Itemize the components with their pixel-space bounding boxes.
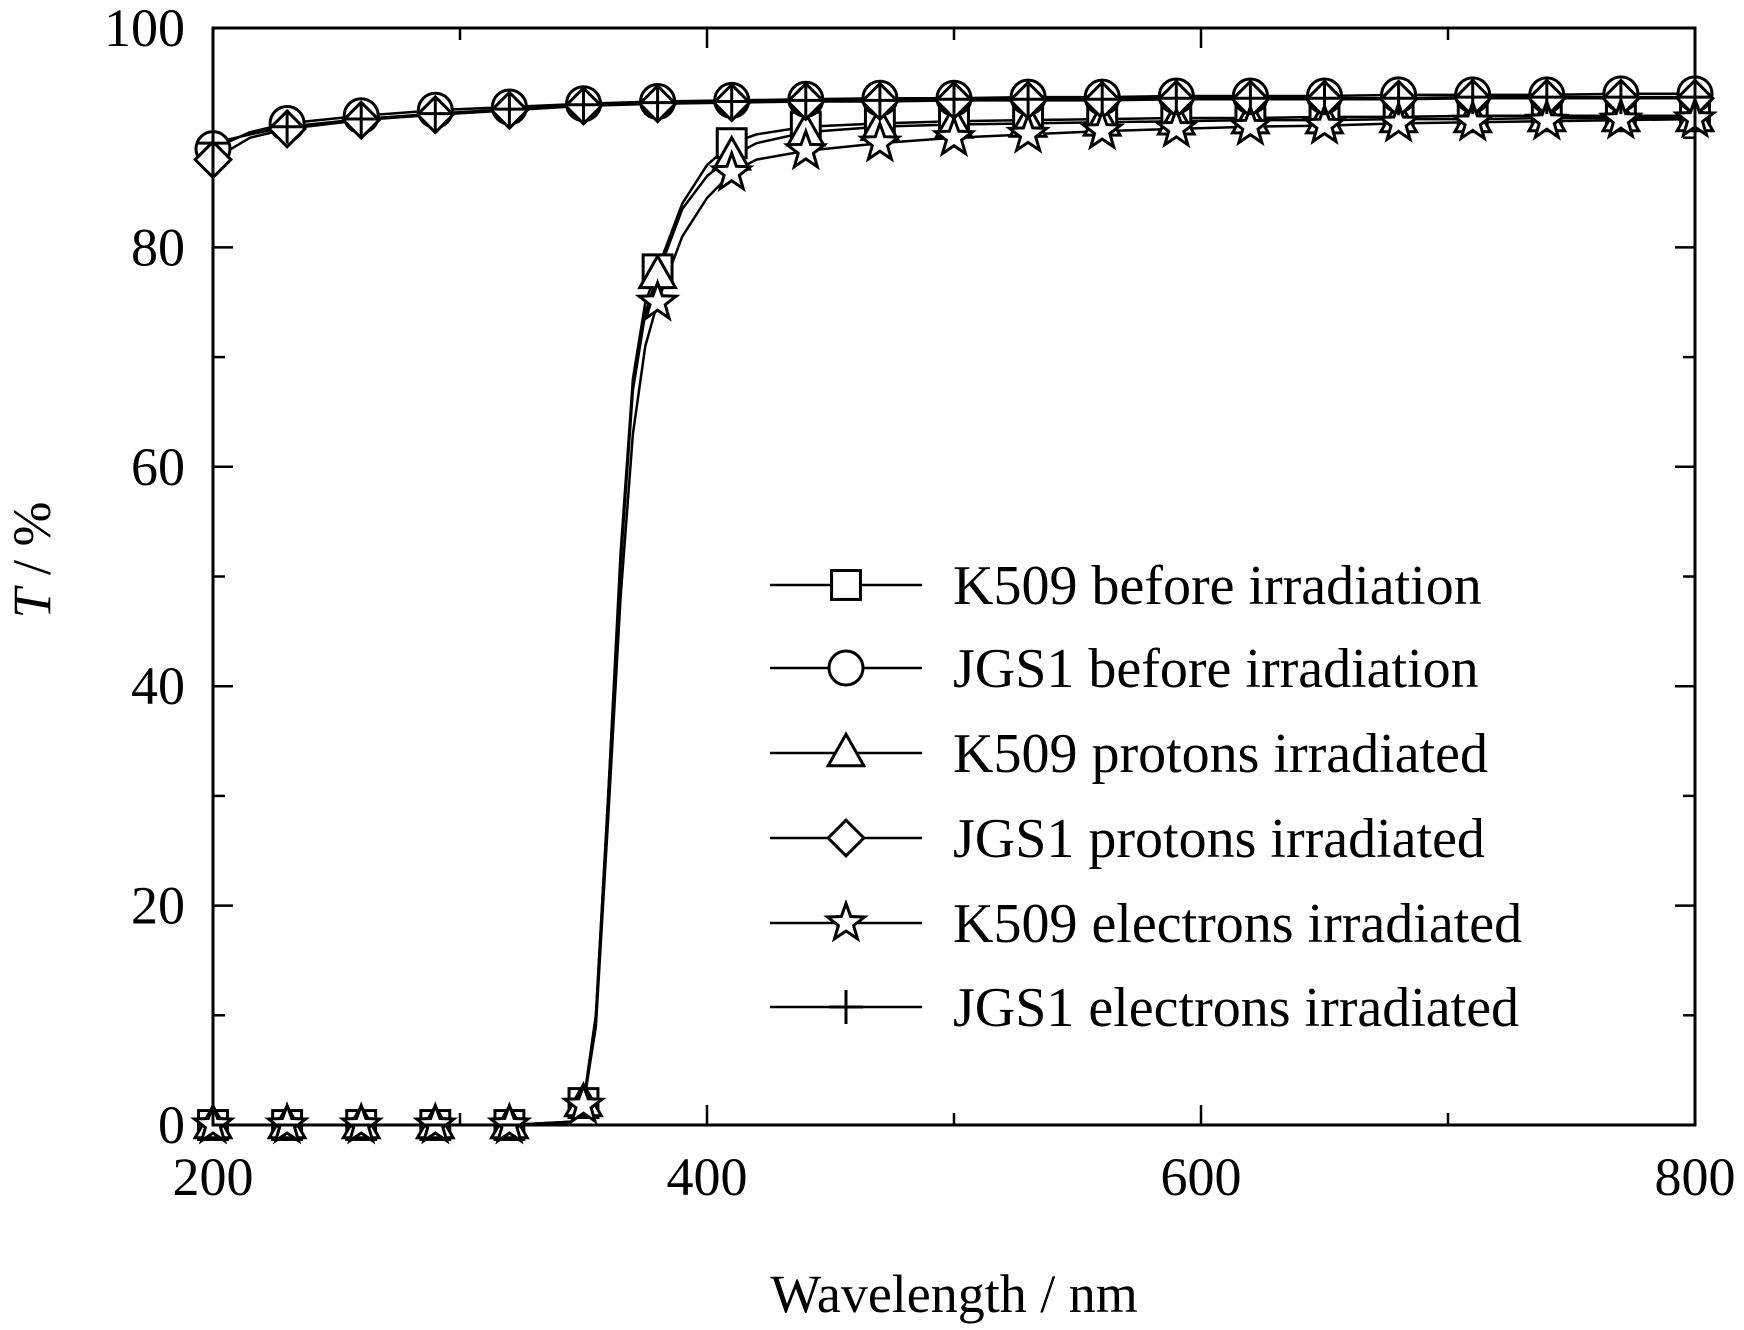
y-tick-label: 20 [131,876,185,936]
legend-marker-circle [827,649,865,687]
legend-marker-diamond [826,818,866,858]
series-marker-star [1523,97,1570,141]
series-marker-plus [270,109,305,144]
series-marker-star [931,113,977,158]
legend-entry: JGS1 electrons irradiated [770,977,1519,1039]
series-marker-plus [640,85,675,120]
series-marker-plus [418,96,453,131]
x-tick-label: 800 [1655,1147,1736,1207]
series-marker-plus [1085,82,1120,117]
series-marker-plus [1011,82,1046,117]
series-line-2 [213,116,1695,1127]
series-marker-plus [862,83,897,118]
legend-marker-star [823,899,869,943]
series-line-4 [213,117,1696,1127]
series-marker-star [1598,96,1644,140]
legend-label: JGS1 electrons irradiated [953,977,1519,1039]
y-axis-unit: / % [2,501,62,588]
series-marker-star [560,1081,607,1125]
series-marker-plus [788,83,823,118]
series-marker-star [857,119,903,163]
series-marker-star [1227,102,1274,147]
series-marker-star [338,1101,385,1145]
y-tick-label: 40 [131,656,185,716]
series-line-0 [213,114,1695,1127]
series-marker-plus [1159,81,1194,116]
y-tick-label: 100 [104,0,185,58]
series-line-5 [212,95,1695,145]
series-markers [190,75,1718,1145]
legend-label: K509 protons irradiated [953,723,1488,785]
legend-entry: K509 before irradiation [770,555,1482,617]
series-line-1 [212,92,1695,150]
series-marker-plus [714,84,749,119]
legend-marker-plus [829,990,863,1024]
series-marker-star [1449,98,1496,142]
series-marker-plus [1455,80,1490,115]
series-marker-plus [1307,81,1342,116]
x-tick-label: 400 [667,1147,748,1207]
series-marker-star [1375,99,1422,143]
series-marker-star [1005,110,1051,154]
y-tick-label: 60 [131,437,185,497]
series-marker-plus [344,102,379,137]
legend-entry: JGS1 before irradiation [770,638,1479,700]
series-marker-star [1301,101,1348,145]
series-marker-star [264,1101,310,1145]
plot-frame [211,26,1697,1127]
legend-entry: K509 protons irradiated [770,723,1488,785]
series-marker-star [1079,107,1126,151]
series-marker-star [782,126,829,171]
series-marker-star [412,1101,459,1145]
series-marker-plus [1603,80,1638,115]
series-marker-star [708,148,755,193]
series-marker-plus [492,92,527,127]
legend-marker-triangle [825,731,867,768]
tick-labels: 200 400 600 800 0 20 40 60 80 100 [104,0,1736,1207]
y-axis-label: T / % [2,501,62,618]
series-marker-star [1153,104,1200,149]
legend-marker-square [830,569,862,601]
y-tick-label: 80 [131,217,185,277]
legend: K509 before irradiation JGS1 before irrad… [770,555,1522,1039]
series-marker-star [634,278,681,322]
series-marker-plus [1381,81,1416,116]
legend-label: K509 electrons irradiated [953,893,1522,955]
y-axis-symbol: T [2,585,62,619]
series-marker-star [486,1101,533,1145]
legend-label: JGS1 protons irradiated [953,808,1485,870]
legend-label: JGS1 before irradiation [953,638,1479,700]
series-marker-plus [1233,81,1268,116]
y-tick-label: 0 [158,1095,185,1155]
series-marker-plus [937,82,971,117]
series-marker-plus [566,87,601,122]
x-tick-label: 200 [173,1147,254,1207]
legend-entry: K509 electrons irradiated [770,893,1522,955]
x-tick-label: 600 [1161,1147,1242,1207]
series-marker-plus [1529,80,1564,115]
legend-label: K509 before irradiation [953,555,1482,617]
x-axis-label: Wavelength / nm [770,1264,1138,1324]
legend-entry: JGS1 protons irradiated [770,808,1485,870]
